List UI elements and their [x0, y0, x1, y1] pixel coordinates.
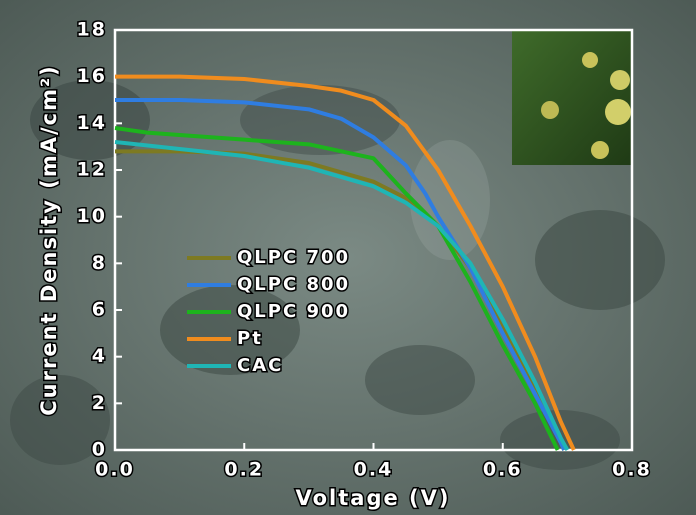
y-tick-label: 18 — [77, 19, 107, 41]
legend-label: Pt — [237, 328, 263, 349]
x-tick-label: 0.2 — [224, 459, 264, 481]
y-tick-label: 16 — [77, 65, 107, 87]
legend-label: QLPC 700 — [237, 247, 350, 268]
y-axis-label: Current Density (mA/cm²) — [37, 64, 61, 416]
y-tick-label: 0 — [92, 439, 107, 461]
y-tick-label: 2 — [92, 392, 107, 414]
x-axis-label: Voltage (V) — [296, 486, 451, 510]
x-tick-label: 0.0 — [95, 459, 135, 481]
y-tick-label: 8 — [92, 252, 107, 274]
legend-label: CAC — [237, 355, 283, 376]
chart: Voltage (V) Current Density (mA/cm²) 0 2 4… — [0, 0, 696, 515]
y-tick-label: 10 — [77, 205, 107, 227]
x-tick-label: 0.4 — [354, 459, 394, 481]
x-tick-label: 0.6 — [483, 459, 523, 481]
inset-photo — [512, 30, 632, 165]
y-tick-label: 12 — [77, 159, 107, 181]
x-tick-label: 0.8 — [612, 459, 652, 481]
legend-label: QLPC 800 — [237, 274, 350, 295]
legend-label: QLPC 900 — [237, 301, 350, 322]
y-tick-label: 4 — [92, 345, 107, 367]
y-tick-label: 14 — [77, 112, 107, 134]
y-tick-label: 6 — [92, 299, 107, 321]
